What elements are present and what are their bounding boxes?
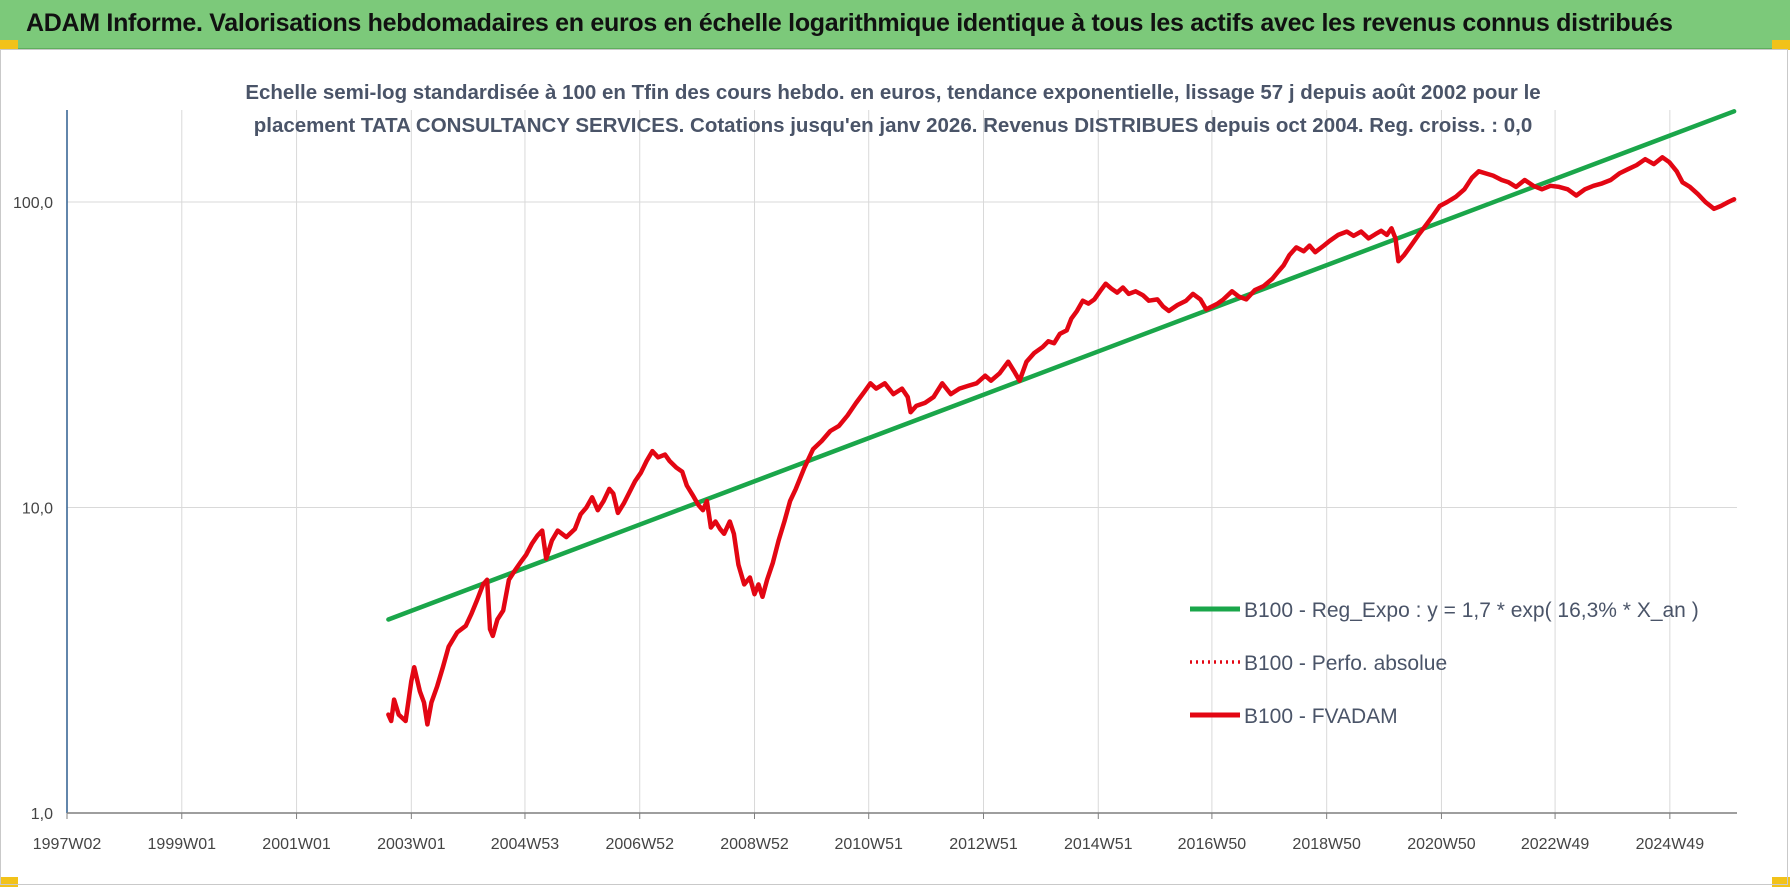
axes: 1,0 10,0 100,0 1997W02 1999W01 2001W01 2003W01… (13, 110, 1737, 853)
legend-label-0: B100 - Reg_Expo : y = 1,7 * exp( 16,3% *… (1244, 599, 1699, 622)
title-banner: ADAM Informe. Valorisations hebdomadaire… (0, 0, 1790, 49)
y-tick-label: 10,0 (22, 500, 53, 517)
x-tick-label: 2014W51 (1064, 836, 1133, 853)
x-tick-label: 2008W52 (720, 836, 789, 853)
chart-frame (0, 49, 1788, 885)
legend: B100 - Reg_Expo : y = 1,7 * exp( 16,3% *… (1190, 599, 1699, 728)
chart-title-line: Echelle semi-log standardisée à 100 en T… (245, 81, 1540, 104)
legend-label-1: B100 - Perfo. absolue (1244, 652, 1447, 675)
corner-marker-top-left (0, 40, 18, 50)
legend-label-2: B100 - FVADAM (1244, 705, 1398, 728)
x-tick-label: 2012W51 (949, 836, 1018, 853)
x-tick-label: 2016W50 (1178, 836, 1247, 853)
banner-title: ADAM Informe. Valorisations hebdomadaire… (26, 9, 1673, 37)
y-tick-label: 100,0 (13, 195, 53, 212)
x-tick-label: 2022W49 (1521, 836, 1590, 853)
chart-title: Echelle semi-log standardisée à 100 en T… (245, 81, 1540, 137)
x-tick-label: 2003W01 (377, 836, 446, 853)
x-tick-label: 1999W01 (148, 836, 217, 853)
x-tick-label: 1997W02 (33, 836, 102, 853)
x-tick-label: 2004W53 (491, 836, 560, 853)
y-tick-label: 1,0 (31, 806, 53, 823)
x-tick-label: 2020W50 (1407, 836, 1476, 853)
series (386, 109, 1737, 727)
corner-marker-top-right (1772, 40, 1790, 50)
x-tick-label: 2018W50 (1292, 836, 1361, 853)
chart-title-line: placement TATA CONSULTANCY SERVICES. Cot… (254, 114, 1532, 137)
corner-marker-bottom-right (1772, 877, 1790, 887)
x-tick-label: 2010W51 (834, 836, 903, 853)
x-tick-label: 2001W01 (262, 836, 331, 853)
gridlines (66, 110, 1737, 814)
series-line-0 (386, 109, 1737, 622)
x-tick-label: 2006W52 (605, 836, 674, 853)
corner-marker-bottom-left (0, 877, 18, 887)
series-line-2 (386, 155, 1737, 727)
x-tick-label: 2024W49 (1636, 836, 1705, 853)
